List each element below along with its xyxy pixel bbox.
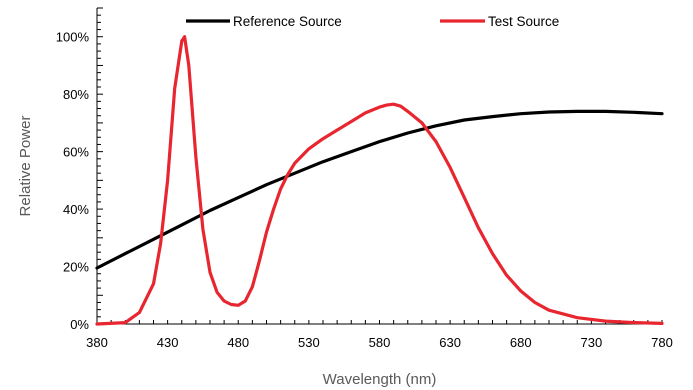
- series-layer: [95, 35, 664, 326]
- legend-test-label: Test Source: [488, 14, 559, 29]
- x-tick-label: 730: [581, 335, 603, 350]
- y-axis-title: Relative Power: [17, 116, 34, 217]
- test-source-line: [95, 35, 664, 326]
- x-tick-label: 630: [439, 335, 461, 350]
- y-tick-label: 80%: [63, 87, 89, 102]
- x-tick-label: 580: [369, 335, 391, 350]
- x-tick-label: 480: [227, 335, 249, 350]
- x-tick-label: 680: [510, 335, 532, 350]
- y-tick-label: 20%: [63, 260, 89, 275]
- x-tick-label: 430: [157, 335, 179, 350]
- legend-reference-label: Reference Source: [233, 14, 342, 29]
- x-tick-label: 380: [86, 335, 108, 350]
- y-tick-label: 100%: [56, 30, 90, 45]
- y-tick-label: 40%: [63, 202, 89, 217]
- legend: Reference Source Test Source: [186, 14, 559, 29]
- y-tick-label: 60%: [63, 145, 89, 160]
- y-tick-label: 0%: [70, 317, 89, 332]
- x-tick-label: 780: [651, 335, 673, 350]
- x-axis-title: Wavelength (nm): [323, 371, 437, 388]
- x-tick-label: 530: [298, 335, 320, 350]
- axes: 0% 20% 40% 60% 80% 100% 380 430 480 530 580 630 680 7…: [56, 7, 673, 350]
- reference-source-line: [95, 109, 664, 270]
